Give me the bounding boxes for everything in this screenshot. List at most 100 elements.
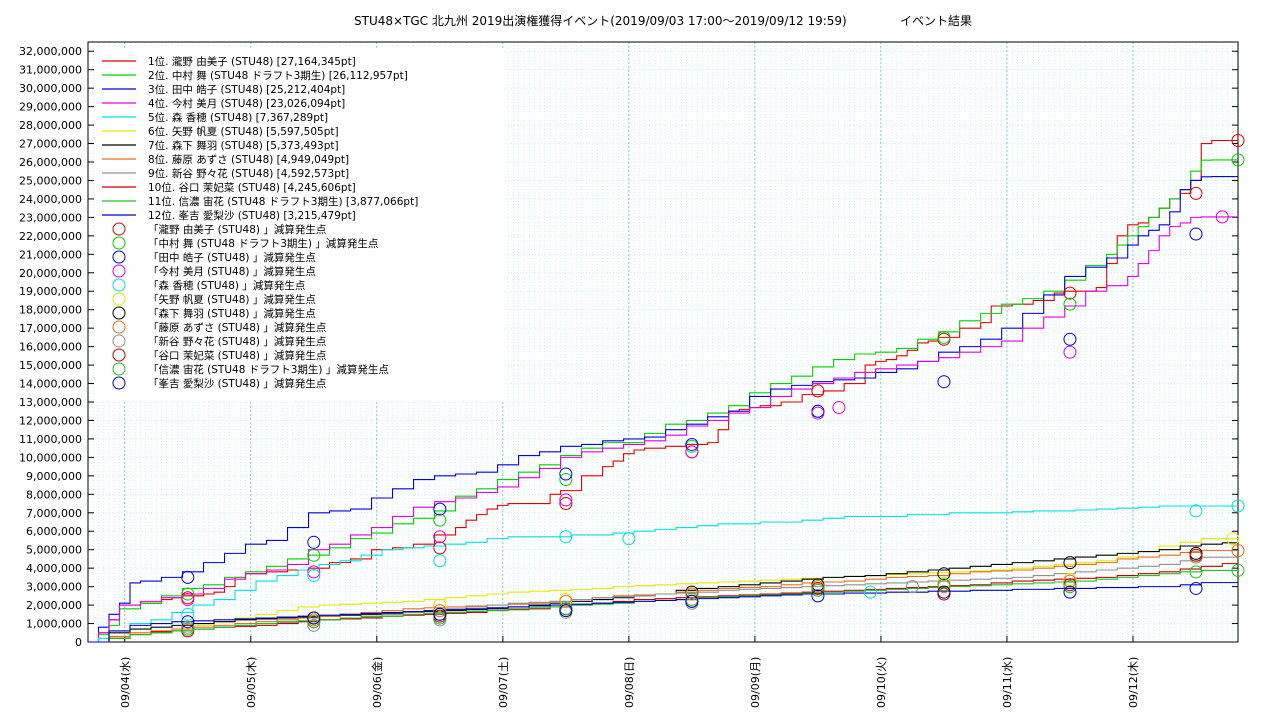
legend-series-label: 12位. 峯吉 愛梨沙 (STU48) [3,215,479pt] [148,209,356,222]
y-tick-label: 11,000,000 [19,433,82,446]
y-tick-label: 20,000,000 [19,267,82,280]
legend-marker-label: 「瀧野 由美子 (STU48) 」減算発生点 [148,223,326,236]
legend-series-label: 10位. 谷口 茉妃菜 (STU48) [4,245,606pt] [148,181,356,194]
decrement-marker-4 [685,445,699,459]
x-tick-label: 09/11(水) [1001,657,1014,708]
axes: 0 1,000,000 2,000,000 3,000,000 4,000,000 5,0… [19,41,1239,708]
y-tick-label: 2,000,000 [26,599,82,612]
legend-series-label: 7位. 森下 舞羽 (STU48) [5,373,493pt] [148,139,339,152]
decrement-marker-12 [559,604,573,618]
y-tick-label: 30,000,000 [19,82,82,95]
decrement-marker-4 [811,406,825,420]
y-tick-label: 18,000,000 [19,304,82,317]
decrement-marker-4 [559,493,573,507]
decrement-marker-8 [433,604,447,618]
decrement-marker-2 [559,473,573,487]
decrement-marker-5 [863,585,877,599]
decrement-marker-1 [559,497,573,511]
decrement-marker-5 [181,607,195,621]
legend-marker-label: 「今村 美月 (STU48) 」減算発生点 [148,265,316,278]
decrement-marker-11 [433,611,447,625]
y-tick-label: 8,000,000 [26,488,82,501]
legend-series-label: 5位. 森 香穂 (STU48) [7,367,289pt] [148,111,328,124]
decrement-marker-1 [811,384,825,398]
y-tick-label: 17,000,000 [19,322,82,335]
legend-marker-label: 「藤原 あずさ (STU48) 」減算発生点 [148,321,326,334]
decrement-marker-1 [433,541,447,555]
decrement-marker-11 [811,583,825,597]
decrement-marker-4 [307,565,321,579]
decrement-marker-2 [1231,153,1245,167]
legend-series-label: 8位. 藤原 あずさ (STU48) [4,949,049pt] [148,153,349,166]
decrement-marker-9 [307,618,321,632]
y-tick-label: 5,000,000 [26,544,82,557]
x-tick-label: 09/04(水) [119,657,132,708]
y-tick-label: 6,000,000 [26,525,82,538]
legend: 1位. 瀧野 由美子 (STU48) [27,164,345pt]2位. 中村 … [94,48,504,400]
decrement-marker-3 [937,375,951,389]
decrement-marker-12 [937,585,951,599]
decrement-marker-4 [1063,345,1077,359]
decrement-marker-12 [811,589,825,603]
decrement-marker-11 [1189,565,1203,579]
decrement-marker-12 [685,594,699,608]
legend-marker-label: 「森 香穂 (STU48) 」減算発生点 [148,279,305,292]
series-markers [181,134,1245,638]
y-tick-label: 29,000,000 [19,101,82,114]
series-line-4 [88,216,1238,643]
legend-marker-swatch [112,292,126,306]
decrement-marker-5 [622,532,636,546]
y-tick-label: 19,000,000 [19,285,82,298]
decrement-marker-8 [559,594,573,608]
legend-marker-label: 「中村 舞 (STU48 ドラフト3期生) 」減算発生点 [148,237,378,250]
legend-marker-label: 「森下 舞羽 (STU48) 」減算発生点 [148,307,316,320]
decrement-marker-9 [905,580,919,594]
legend-marker-swatch [112,222,126,236]
y-tick-label: 3,000,000 [26,581,82,594]
y-tick-label: 12,000,000 [19,414,82,427]
y-tick-label: 4,000,000 [26,562,82,575]
y-tick-label: 31,000,000 [19,64,82,77]
decrement-marker-5 [559,530,573,544]
decrement-marker-7 [937,567,951,581]
y-tick-label: 25,000,000 [19,174,82,187]
decrement-marker-4 [433,530,447,544]
legend-series-label: 9位. 新谷 野々花 (STU48) [4,592,573pt] [148,167,349,180]
decrement-marker-12 [1063,585,1077,599]
legend-series-label: 11位. 信濃 宙花 (STU48 ドラフト3期生) [3,877,066pt] [148,195,418,208]
decrement-marker-3 [559,467,573,481]
legend-marker-swatch [112,264,126,278]
decrement-marker-8 [1063,574,1077,588]
decrement-marker-8 [685,587,699,601]
legend-marker-label: 「新谷 野々花 (STU48) 」減算発生点 [148,335,326,348]
legend-marker-label: 「峯吉 愛梨沙 (STU48) 」減算発生点 [148,377,326,390]
legend-marker-swatch [112,320,126,334]
decrement-marker-3 [1063,332,1077,346]
legend-marker-swatch [112,362,126,376]
decrement-marker-12 [307,611,321,625]
decrement-marker-2 [433,513,447,527]
legend-series-label: 1位. 瀧野 由美子 (STU48) [27,164,345pt] [148,55,356,68]
y-tick-label: 21,000,000 [19,248,82,261]
decrement-marker-1 [1231,134,1245,148]
legend-marker-label: 「田中 皓子 (STU48) 」減算発生点 [148,251,316,264]
y-tick-label: 24,000,000 [19,193,82,206]
decrement-marker-3 [1189,227,1203,241]
legend-series-label: 6位. 矢野 帆夏 (STU48) [5,597,505pt] [148,125,339,138]
decrement-marker-4 [181,593,195,607]
legend-marker-swatch [112,278,126,292]
legend-series-label: 4位. 今村 美月 (STU48) [23,026,094pt] [148,97,345,110]
series-line-12 [88,582,1238,643]
series-line-7 [88,542,1238,643]
decrement-marker-2 [937,330,951,344]
legend-series-label: 3位. 田中 皓子 (STU48) [25,212,404pt] [148,83,345,96]
legend-marker-swatch [112,250,126,264]
decrement-marker-11 [307,615,321,629]
decrement-marker-11 [1063,580,1077,594]
decrement-marker-4 [832,401,846,415]
decrement-marker-5 [307,569,321,583]
decrement-marker-12 [433,607,447,621]
decrement-marker-8 [1231,544,1245,558]
decrement-marker-3 [181,570,195,584]
decrement-marker-1 [1189,186,1203,200]
